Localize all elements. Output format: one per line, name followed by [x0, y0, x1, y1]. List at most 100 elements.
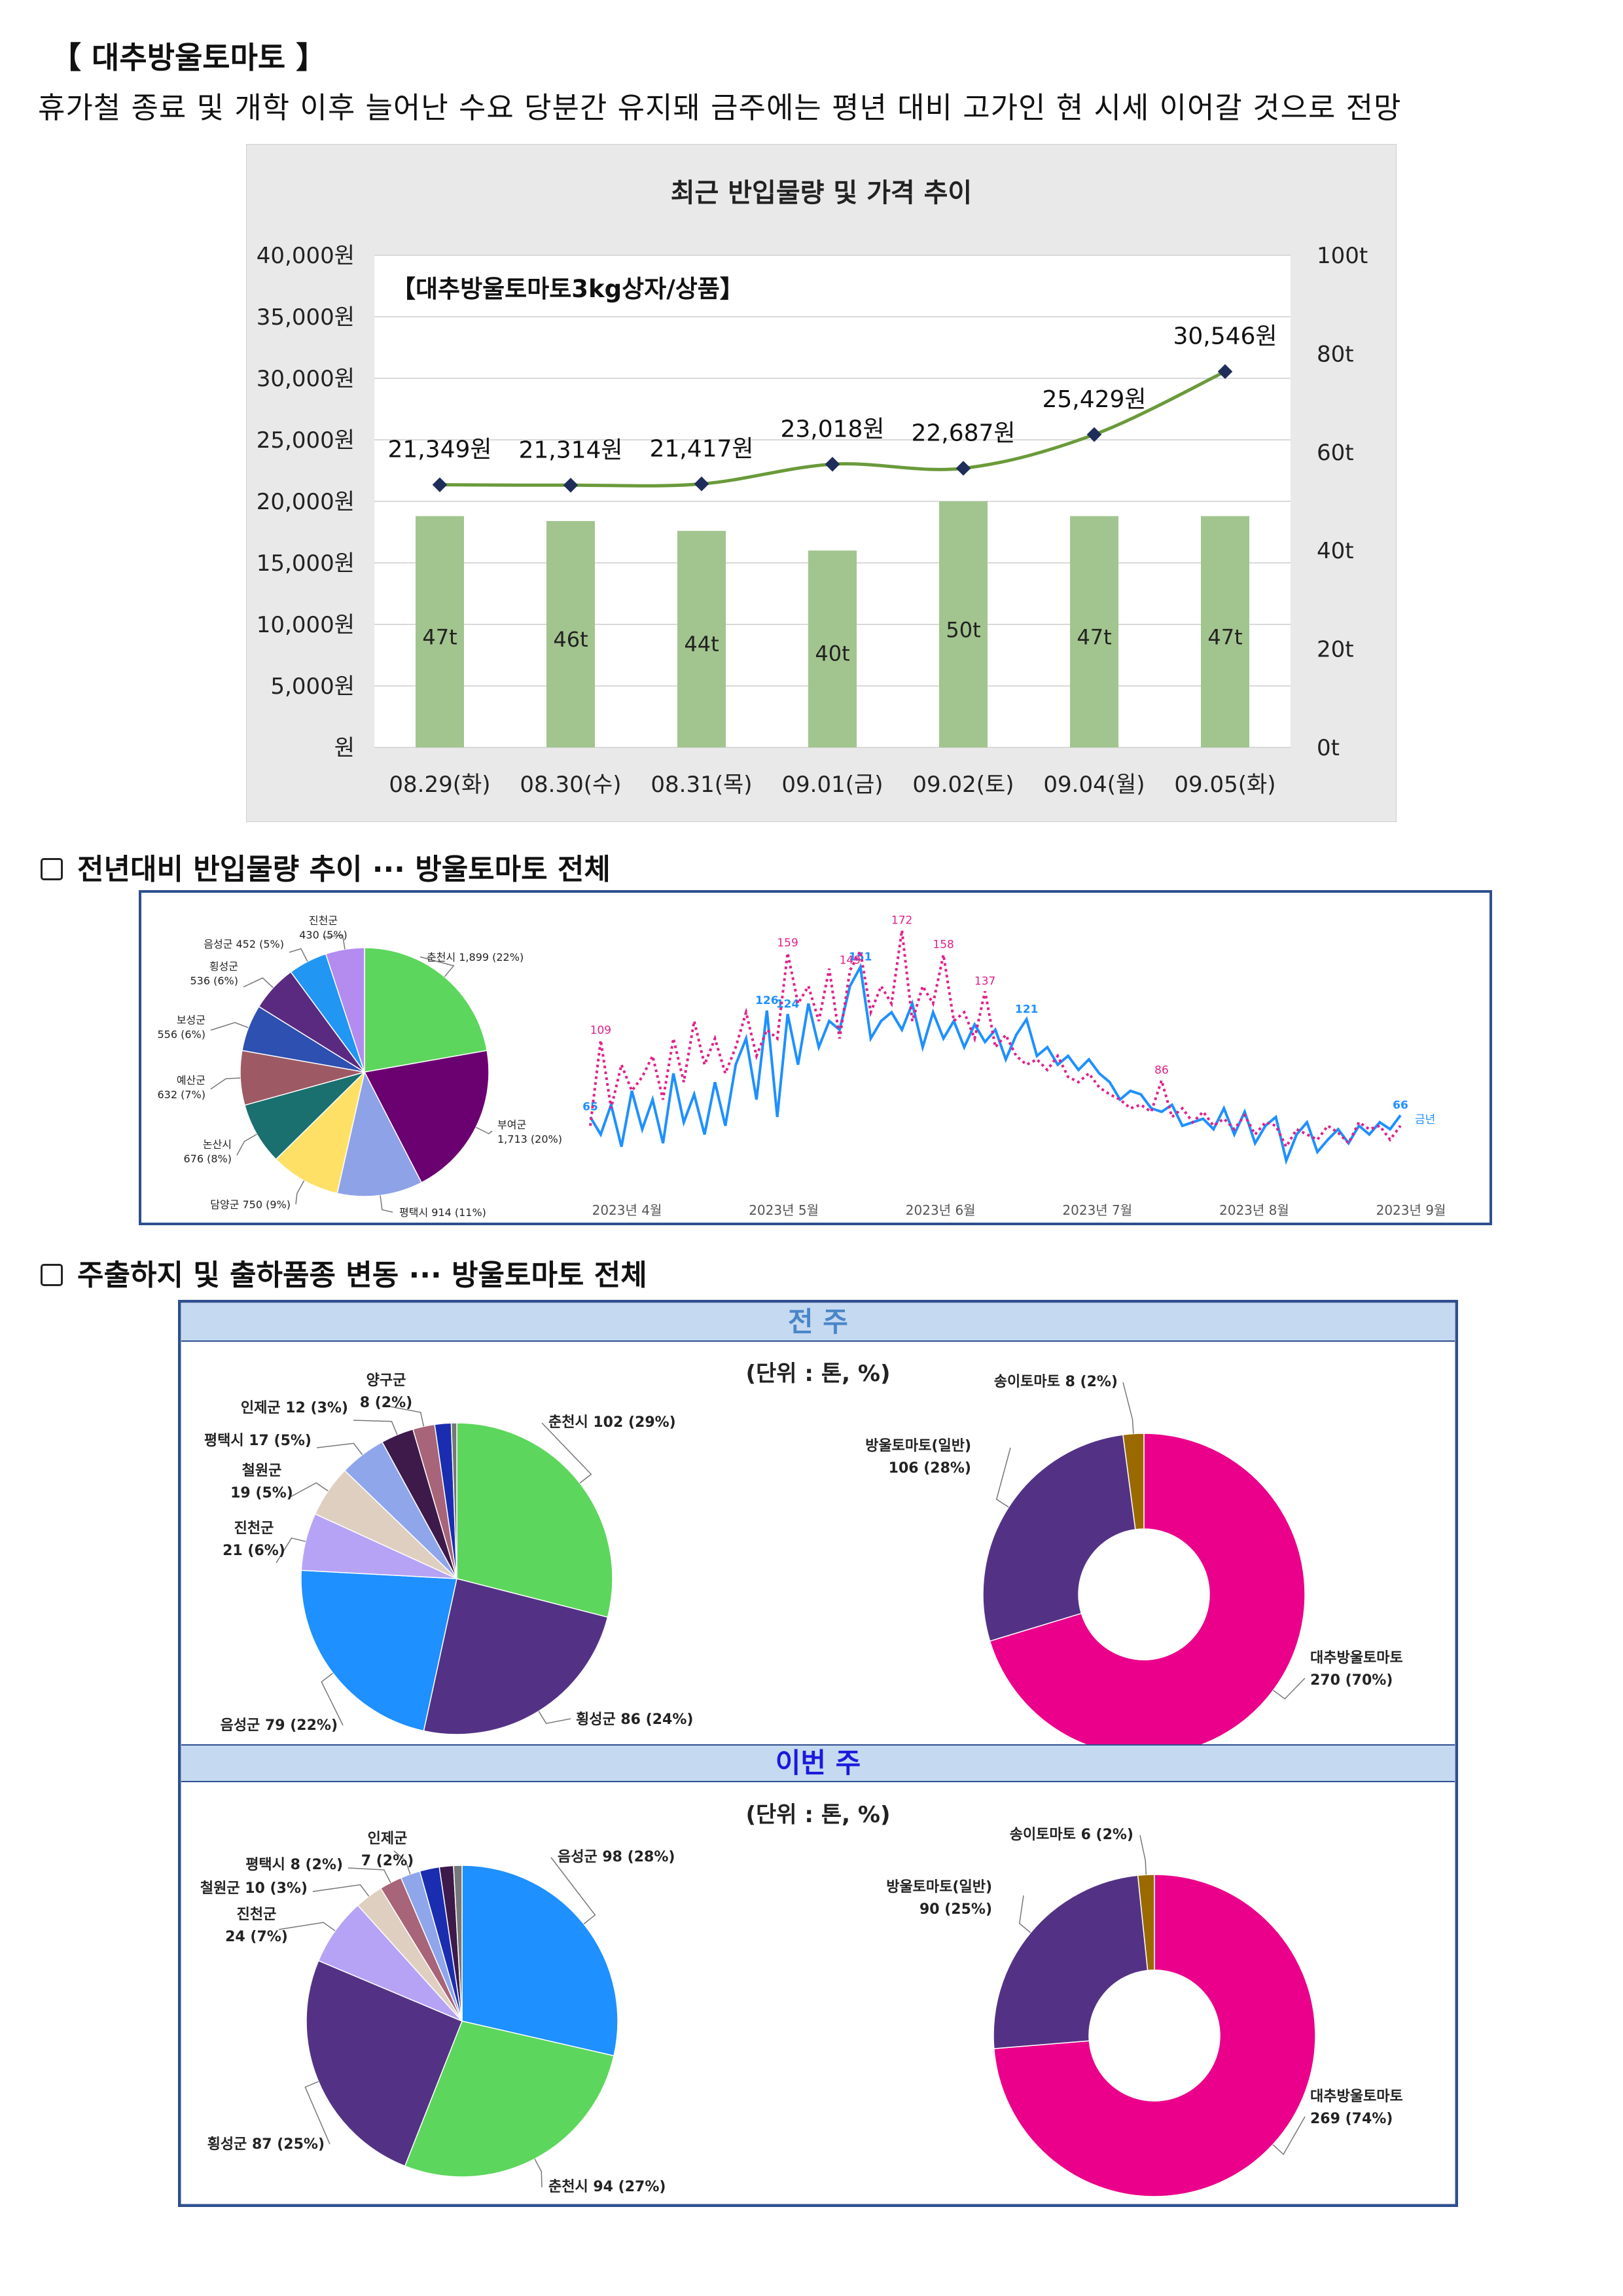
pie-slice — [453, 1865, 463, 2022]
leader-line — [295, 1180, 305, 1205]
pie-label: 철원군 — [242, 1463, 282, 1479]
origin-share-pie: 춘천시 1,899 (22%) 부여군 1,713 (20%) 평택시 914 (11… — [158, 914, 562, 1219]
pie-slice — [300, 1570, 457, 1732]
left-axis-tick: 30,000원 — [257, 366, 355, 392]
trend-point-label: 124 — [776, 997, 800, 1011]
pie-label: 춘천시 102 (29%) — [548, 1414, 676, 1431]
trend-point-label: 172 — [891, 914, 912, 927]
leader-line — [550, 1857, 596, 1925]
price-label: 21,314원 — [518, 437, 622, 463]
prev-week-variety-donut: 대추방울토마토 270 (70%) 방울토마토(일반) 106 (28%) 송이토마토 … — [865, 1374, 1403, 1756]
pie-label: 536 (6%) — [190, 975, 239, 987]
pie-label: 270 (70%) — [1310, 1672, 1393, 1689]
trend-line-this-year — [589, 963, 1402, 1165]
price-point — [432, 477, 448, 492]
page-subtitle: 휴가철 종료 및 개학 이후 늘어난 수요 당분간 유지돼 금주에는 평년 대비… — [38, 90, 1402, 125]
x-axis-tick: 09.01(금) — [781, 772, 883, 798]
prev-week-band — [181, 1303, 1455, 1341]
leader-line — [304, 2081, 330, 2145]
pie-slice — [363, 1050, 490, 1183]
pie-label: 춘천시 94 (27%) — [548, 2179, 666, 2195]
price-point — [1217, 364, 1233, 380]
price-point — [1086, 427, 1102, 442]
x-axis-tick: 08.30(수) — [520, 772, 621, 798]
pie-label: 평택시 914 (11%) — [399, 1206, 486, 1219]
pie-label: 106 (28%) — [889, 1460, 971, 1477]
leader-line — [243, 977, 274, 988]
pie-label: 부여군 — [497, 1119, 526, 1131]
pie-label: 430 (5%) — [299, 929, 348, 941]
price-label: 23,018원 — [780, 416, 884, 442]
trend-x-tick: 2023년 4월 — [592, 1202, 662, 1218]
price-label: 21,417원 — [649, 435, 753, 462]
prev-week-label: 전 주 — [788, 1306, 848, 1338]
pie-label: 음성군 98 (28%) — [558, 1849, 675, 1865]
pie-label: 담양군 750 (9%) — [210, 1198, 291, 1211]
price-label: 21,349원 — [387, 437, 491, 463]
leader-line — [312, 1884, 370, 1897]
pie-slice — [1137, 1874, 1155, 1971]
pie-label: 예산군 — [177, 1074, 205, 1086]
pie-slice — [993, 1874, 1149, 2049]
trend-point-label: 126 — [755, 994, 779, 1007]
left-axis-tick: 35,000원 — [257, 304, 355, 331]
right-axis-tick: 100t — [1317, 243, 1368, 269]
pie-slice — [423, 1578, 609, 1735]
pie-label: 횡성군 — [209, 960, 238, 973]
trend-x-tick: 2023년 5월 — [749, 1202, 819, 1218]
x-axis-tick: 09.05(화) — [1174, 772, 1275, 798]
pie-label: 19 (5%) — [230, 1485, 293, 1501]
price-label: 25,429원 — [1042, 386, 1146, 413]
trend-x-tick: 2023년 7월 — [1062, 1202, 1132, 1218]
pie-label: 7 (2%) — [361, 1853, 414, 1869]
pie-label: 보성군 — [177, 1014, 205, 1026]
pie-slice — [325, 947, 365, 1073]
pie-label: 인제군 — [368, 1831, 408, 1847]
pie-label: 269 (74%) — [1310, 2111, 1393, 2127]
leader-line — [380, 1195, 393, 1213]
pie-label: 632 (7%) — [158, 1088, 206, 1101]
leader-line — [210, 1077, 241, 1090]
x-axis-tick: 09.04(월) — [1043, 772, 1145, 798]
leader-line — [210, 1022, 249, 1031]
volume-bar — [1201, 516, 1249, 747]
this-week-origin-pie: 음성군 98 (28%) 춘천시 94 (27%) 횡성군 87 (25%) 진천군 2… — [200, 1831, 675, 2195]
right-axis-tick: 60t — [1317, 440, 1354, 466]
leader-line — [541, 1422, 592, 1484]
combo-chart: 최근 반입물량 및 가격 추이 40,000원 35,000원 30,000원 25,… — [246, 144, 1397, 822]
pie-label: 556 (6%) — [158, 1028, 206, 1041]
leader-line — [1139, 1835, 1147, 1875]
left-axis-tick: 10,000원 — [257, 612, 355, 638]
price-point — [694, 476, 709, 492]
pie-label: 철원군 10 (3%) — [200, 1880, 308, 1897]
volume-bar — [546, 521, 595, 747]
pie-label: 진천군 — [237, 1907, 277, 1923]
prev-week-unit: (단위 : 톤, %) — [745, 1361, 890, 1387]
pie-label: 평택시 17 (5%) — [204, 1433, 312, 1449]
pie-label: 21 (6%) — [223, 1543, 285, 1559]
x-axis-tick: 08.31(목) — [651, 772, 752, 798]
left-axis-tick: 25,000원 — [257, 427, 355, 454]
leader-line — [419, 956, 455, 977]
leader-line — [1272, 2116, 1306, 2155]
volume-bar-label: 47t — [1207, 624, 1242, 649]
pie-label: 양구군 — [366, 1372, 406, 1389]
pie-slice — [993, 1874, 1316, 2197]
pie-label: 인제군 12 (3%) — [241, 1400, 348, 1416]
pie-label: 춘천시 1,899 (22%) — [427, 951, 524, 963]
trend-point-label: 149 — [840, 954, 861, 967]
trend-point-label: 137 — [974, 975, 995, 988]
checkbox-icon — [41, 1264, 63, 1286]
leader-line — [316, 1443, 363, 1456]
trend-point-label: 109 — [590, 1024, 611, 1037]
volume-bar-label: 44t — [684, 632, 719, 656]
section-heading-text: 전년대비 반입물량 추이 ··· 방울토마토 전체 — [77, 853, 611, 886]
this-week-unit: (단위 : 톤, %) — [745, 1802, 890, 1828]
section-heading-text: 주출하지 및 출하품종 변동 ··· 방울토마토 전체 — [77, 1259, 647, 1292]
trend-point-label: 151 — [849, 950, 872, 963]
volume-bar-label: 47t — [1077, 624, 1111, 649]
section-heading-origin-variety: 주출하지 및 출하품종 변동 ··· 방울토마토 전체 — [41, 1251, 647, 1293]
volume-bar-label: 46t — [553, 627, 588, 652]
pie-slice — [404, 2020, 615, 2178]
